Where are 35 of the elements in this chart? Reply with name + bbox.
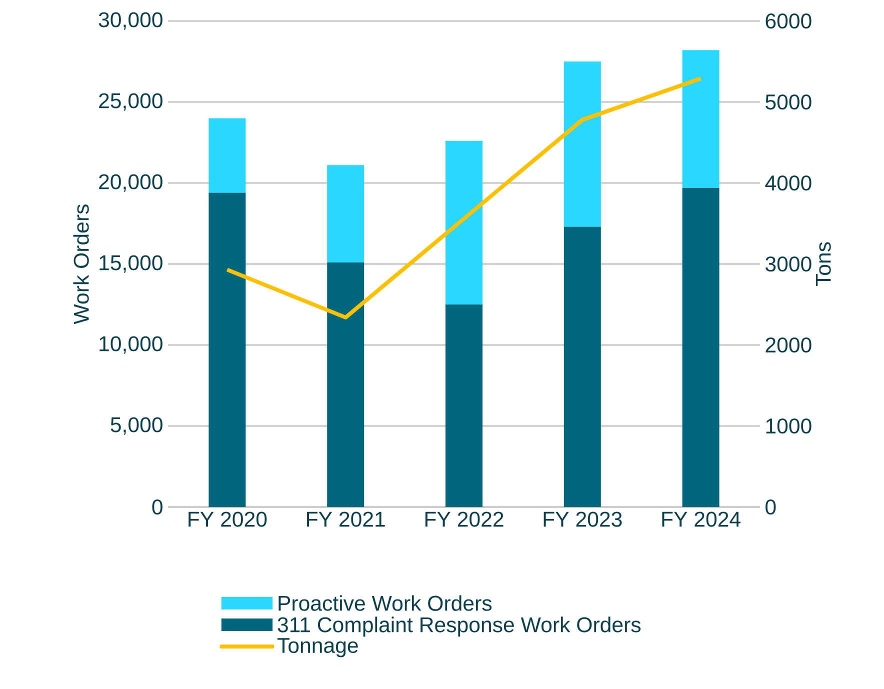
y2-tick-label: 3000 <box>766 256 812 272</box>
line-series <box>225 76 703 320</box>
y-tick-label: 20,000 <box>99 174 162 192</box>
y2-tick-label: 1000 <box>766 418 812 434</box>
y-axis-title: Work Orders <box>73 204 89 324</box>
bar <box>446 304 483 507</box>
legend-label: Tonnage <box>277 638 358 658</box>
y2-tick-label: 2000 <box>766 337 812 353</box>
y-tick-label: 10,000 <box>100 336 162 354</box>
bar <box>564 226 601 507</box>
y-tick-label: 0 <box>152 499 162 515</box>
y-tick-label: 25,000 <box>99 93 162 111</box>
bar <box>208 192 246 507</box>
y-tick-label: 30,000 <box>98 12 162 30</box>
x-tick-label: FY 2024 <box>662 512 740 527</box>
y2-axis-title: Tons <box>816 242 831 286</box>
y2-tick-label: 6000 <box>766 13 812 29</box>
x-tick-label: FY 2020 <box>188 512 267 527</box>
legend-label: Proactive Work Orders <box>278 595 492 611</box>
y-tick-label: 15,000 <box>100 255 162 273</box>
bar <box>564 61 601 227</box>
y2-tick-label: 0 <box>766 499 776 515</box>
bar <box>208 118 246 193</box>
bar <box>682 50 720 188</box>
x-tick-label: FY 2021 <box>307 512 385 527</box>
bar <box>327 262 364 507</box>
bar <box>682 188 720 507</box>
y-tick-label: 5,000 <box>110 417 162 435</box>
x-tick-label: FY 2023 <box>544 512 622 527</box>
bar <box>446 140 483 304</box>
legend-label: 311 Complaint Response Work Orders <box>278 616 641 637</box>
x-tick-label: FY 2022 <box>425 512 504 527</box>
bar <box>327 165 364 262</box>
y2-tick-label: 5000 <box>766 94 812 110</box>
y2-tick-label: 4000 <box>765 175 812 191</box>
